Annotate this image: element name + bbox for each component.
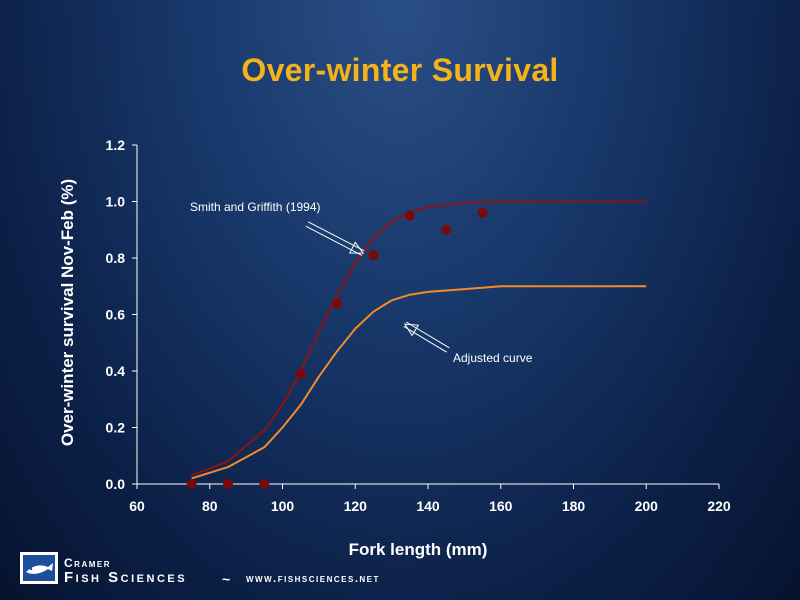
y-tick-label: 0.6 [106, 307, 126, 323]
y-tick-label: 0.8 [106, 250, 126, 266]
data-point [441, 224, 452, 235]
y-tick-label: 0.2 [106, 420, 126, 436]
annotation-adjusted-curve: Adjusted curve [453, 351, 533, 365]
footer-brand: Fish Sciences [64, 569, 188, 586]
x-tick-label: 100 [271, 498, 295, 514]
x-tick-label: 60 [129, 498, 145, 514]
data-point [259, 479, 270, 489]
x-tick-label: 180 [562, 498, 586, 514]
data-point [368, 250, 379, 261]
y-tick-label: 0.4 [106, 363, 126, 379]
annotation-arrow-smith-griffith-line [305, 225, 363, 256]
chart-curves [191, 200, 647, 480]
chart-axes: 60 80 100 120 140 160 180 200 220 0.0 0.2 0.4 0.6 0.8… [58, 137, 731, 559]
y-tick-label: 0.0 [106, 476, 126, 492]
footer-separator: ~ [222, 571, 231, 587]
x-axis-label: Fork length (mm) [349, 540, 488, 559]
annotation-arrow-smith-griffith-line [307, 221, 365, 252]
data-point [404, 210, 415, 221]
data-point [295, 368, 306, 379]
chart-points [186, 207, 488, 489]
x-tick-label: 120 [344, 498, 368, 514]
annotation-arrow-smith-griffith-head [348, 241, 365, 254]
data-point [477, 207, 488, 218]
x-tick-label: 160 [489, 498, 513, 514]
data-point [332, 298, 343, 309]
annotation-arrow-adjusted-line [405, 321, 450, 349]
annotation-arrow-adjusted-head [403, 323, 420, 337]
annotation-smith-griffith: Smith and Griffith (1994) [190, 200, 321, 214]
curve-adjusted-curve [191, 285, 647, 480]
fish-logo-icon [20, 552, 58, 584]
annotation-arrow-adjusted-line [403, 325, 447, 353]
y-tick-label: 1.2 [106, 137, 126, 153]
x-tick-label: 220 [707, 498, 731, 514]
data-point [222, 479, 233, 489]
y-axis-label: Over-winter survival Nov-Feb (%) [58, 179, 77, 446]
slide-title: Over-winter Survival [241, 52, 559, 88]
x-tick-label: 140 [416, 498, 440, 514]
curve-smith-and-griffith-1994 [191, 200, 647, 477]
footer-url: www.fishsciences.net [246, 573, 380, 585]
y-tick-label: 1.0 [106, 194, 126, 210]
x-tick-label: 200 [635, 498, 659, 514]
chart-annotations: Smith and Griffith (1994) Adjusted curve [190, 200, 533, 365]
footer-brand-top: Cramer [64, 556, 111, 570]
data-point [186, 479, 197, 489]
x-tick-label: 80 [202, 498, 218, 514]
